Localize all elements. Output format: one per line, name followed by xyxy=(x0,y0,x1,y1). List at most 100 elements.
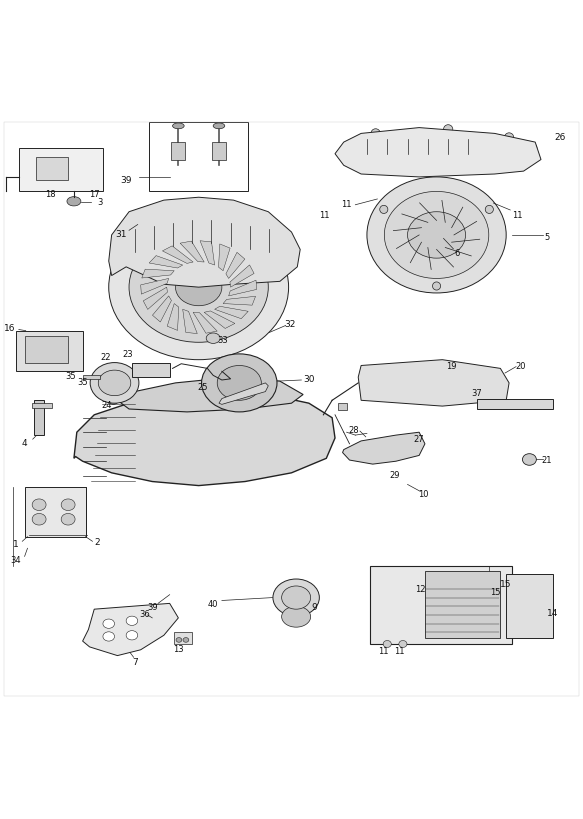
Text: 33: 33 xyxy=(217,336,229,345)
Text: 6: 6 xyxy=(454,248,459,257)
Polygon shape xyxy=(74,392,335,486)
Ellipse shape xyxy=(109,215,289,360)
Ellipse shape xyxy=(61,514,75,526)
Bar xyxy=(506,575,553,638)
Ellipse shape xyxy=(126,631,138,640)
Polygon shape xyxy=(152,296,171,323)
Text: 13: 13 xyxy=(173,644,184,653)
Ellipse shape xyxy=(202,355,277,413)
Polygon shape xyxy=(230,265,254,287)
Ellipse shape xyxy=(61,500,75,511)
Text: 34: 34 xyxy=(10,555,21,564)
Text: 29: 29 xyxy=(389,470,400,479)
Ellipse shape xyxy=(176,638,182,642)
Text: 11: 11 xyxy=(342,199,352,208)
Ellipse shape xyxy=(504,133,514,143)
Bar xyxy=(24,488,86,537)
Polygon shape xyxy=(149,256,182,269)
Polygon shape xyxy=(180,242,204,263)
Ellipse shape xyxy=(183,638,189,642)
Ellipse shape xyxy=(126,617,138,626)
Ellipse shape xyxy=(282,586,311,609)
Polygon shape xyxy=(109,198,300,287)
Polygon shape xyxy=(223,297,255,305)
Text: 40: 40 xyxy=(208,600,219,609)
Bar xyxy=(477,399,553,410)
Polygon shape xyxy=(335,129,541,178)
Text: 28: 28 xyxy=(349,425,360,434)
Polygon shape xyxy=(142,269,174,278)
Text: 35: 35 xyxy=(78,378,88,387)
Polygon shape xyxy=(193,313,217,334)
Text: 17: 17 xyxy=(89,189,100,198)
Text: 2: 2 xyxy=(94,537,100,546)
Ellipse shape xyxy=(217,366,261,400)
Text: 19: 19 xyxy=(446,361,456,370)
Text: 31: 31 xyxy=(115,229,127,238)
Ellipse shape xyxy=(399,640,407,648)
Text: 23: 23 xyxy=(122,350,133,359)
Ellipse shape xyxy=(103,619,114,628)
Text: 7: 7 xyxy=(132,657,138,666)
Ellipse shape xyxy=(67,197,81,206)
Text: 10: 10 xyxy=(419,489,429,498)
Text: 9: 9 xyxy=(312,602,318,611)
Text: 20: 20 xyxy=(515,361,526,370)
Bar xyxy=(19,149,103,192)
Ellipse shape xyxy=(371,129,380,139)
Ellipse shape xyxy=(384,192,489,279)
Ellipse shape xyxy=(348,141,357,151)
Polygon shape xyxy=(226,253,245,279)
Ellipse shape xyxy=(173,124,184,129)
Polygon shape xyxy=(200,242,215,265)
Text: 22: 22 xyxy=(101,353,111,362)
Polygon shape xyxy=(141,279,168,295)
Bar xyxy=(149,123,248,192)
Ellipse shape xyxy=(410,363,440,387)
Text: 39: 39 xyxy=(147,602,157,611)
Text: 15: 15 xyxy=(490,587,501,596)
Ellipse shape xyxy=(103,632,114,641)
Polygon shape xyxy=(182,310,197,334)
Ellipse shape xyxy=(99,371,131,396)
Ellipse shape xyxy=(129,233,268,343)
Ellipse shape xyxy=(206,333,220,344)
Polygon shape xyxy=(163,247,193,264)
Bar xyxy=(425,572,500,638)
Polygon shape xyxy=(358,360,509,406)
Text: 15: 15 xyxy=(500,579,512,588)
Ellipse shape xyxy=(528,144,537,153)
Text: 14: 14 xyxy=(547,608,559,617)
Polygon shape xyxy=(167,304,179,331)
Text: 27: 27 xyxy=(414,434,424,443)
Text: 21: 21 xyxy=(542,455,552,464)
Text: 24: 24 xyxy=(102,401,113,410)
Polygon shape xyxy=(117,378,303,413)
Text: 18: 18 xyxy=(45,189,56,198)
Ellipse shape xyxy=(444,125,453,135)
Ellipse shape xyxy=(90,363,139,404)
Text: 35: 35 xyxy=(66,371,76,380)
Text: 3: 3 xyxy=(97,198,103,207)
Ellipse shape xyxy=(109,398,118,405)
Bar xyxy=(132,363,170,378)
Text: 37: 37 xyxy=(472,389,483,398)
Ellipse shape xyxy=(282,607,311,627)
Bar xyxy=(34,400,44,436)
Text: 25: 25 xyxy=(198,383,208,392)
Bar xyxy=(338,404,347,410)
Polygon shape xyxy=(204,311,235,329)
Text: 16: 16 xyxy=(4,324,16,333)
Ellipse shape xyxy=(522,454,536,466)
Polygon shape xyxy=(229,281,257,296)
Bar xyxy=(32,404,52,409)
Polygon shape xyxy=(219,245,230,271)
Text: 30: 30 xyxy=(303,374,315,383)
Text: 32: 32 xyxy=(284,319,296,328)
Text: 11: 11 xyxy=(394,647,405,656)
Text: 5: 5 xyxy=(544,233,549,242)
Ellipse shape xyxy=(367,178,506,293)
Ellipse shape xyxy=(32,514,46,526)
Polygon shape xyxy=(215,307,248,319)
Text: 11: 11 xyxy=(512,210,523,219)
